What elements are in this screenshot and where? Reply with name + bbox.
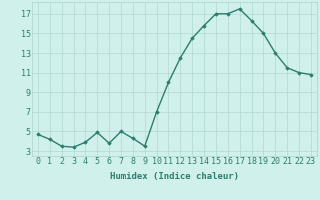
X-axis label: Humidex (Indice chaleur): Humidex (Indice chaleur) bbox=[110, 172, 239, 181]
